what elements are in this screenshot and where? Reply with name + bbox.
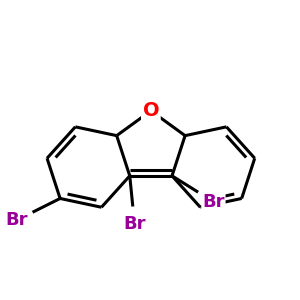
Text: Br: Br	[202, 193, 225, 211]
Text: Br: Br	[5, 211, 28, 229]
Text: O: O	[142, 101, 159, 120]
Text: Br: Br	[123, 215, 146, 233]
